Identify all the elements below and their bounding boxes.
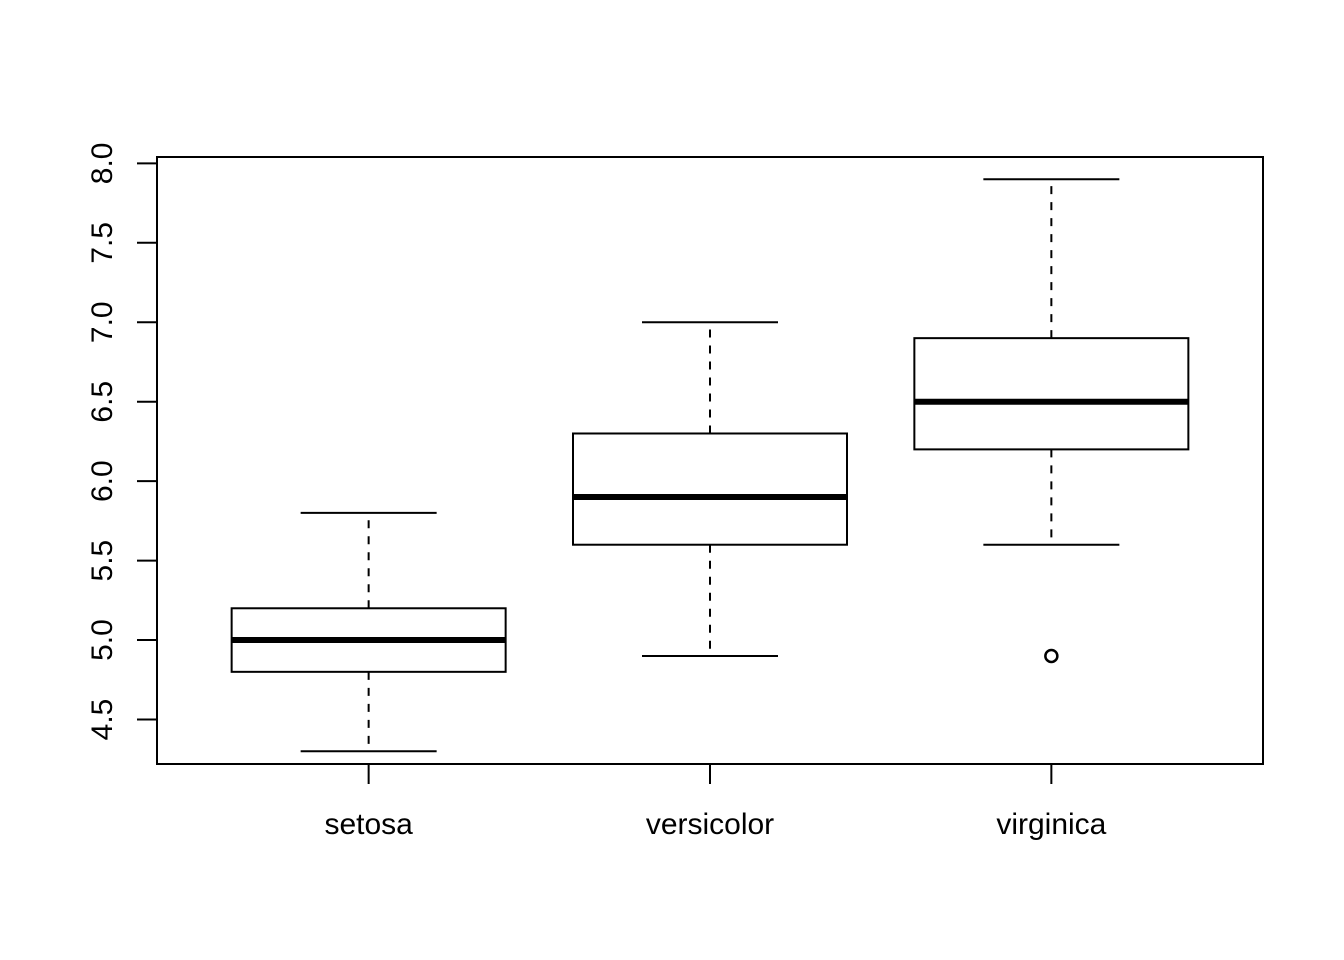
y-tick-label: 5.0 [86,619,119,661]
x-tick-label: virginica [996,808,1106,841]
box-versicolor [572,321,848,657]
x-tick-label: setosa [324,808,413,841]
iqr-box [572,432,848,546]
y-axis: 4.5 5.0 5.5 6.0 6.5 7.0 7.5 8.0 [86,142,158,741]
y-tick-label: 6.0 [86,460,119,502]
boxes [230,178,1190,753]
y-tick-label: 5.5 [86,540,119,582]
y-tick-label: 6.5 [86,381,119,423]
box-setosa [230,511,507,753]
x-axis: setosa versicolor virginica [324,764,1107,841]
y-tick-label: 8.0 [86,142,119,184]
y-tick-label: 7.0 [86,301,119,343]
y-tick-label: 4.5 [86,699,119,741]
outlier-point [1044,648,1059,664]
y-tick-label: 7.5 [86,222,119,264]
iqr-box [913,337,1190,451]
box-virginica [913,178,1190,664]
x-tick-label: versicolor [646,808,774,841]
